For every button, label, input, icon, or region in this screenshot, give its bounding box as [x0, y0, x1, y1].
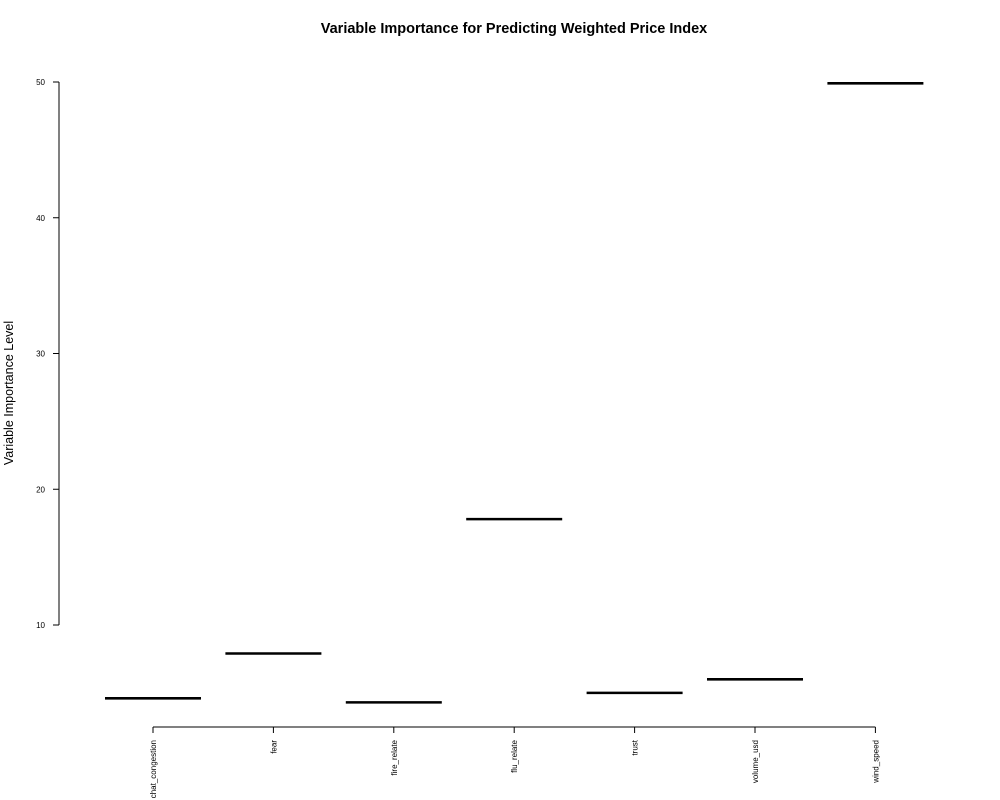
x-tick-label: wind_speed	[871, 740, 880, 784]
x-tick-label: chat_congestion	[149, 740, 158, 798]
x-tick-label: volume_usd	[751, 740, 760, 783]
y-tick-label: 10	[36, 621, 45, 630]
x-axis: chat_congestion fear fire_relate flu_relate…	[149, 726, 880, 798]
x-tick-label: fear	[269, 740, 278, 754]
chart-title: Variable Importance for Predicting Weigh…	[320, 21, 708, 37]
x-tick-label: flu_relate	[510, 739, 519, 772]
x-tick-label: trust	[631, 739, 640, 755]
x-tick-label: fire_relate	[390, 739, 399, 775]
y-axis: 10 20 30 40 50	[36, 78, 60, 630]
y-tick-label: 30	[36, 350, 45, 359]
importance-marks	[105, 82, 924, 704]
y-tick-label: 50	[36, 78, 45, 87]
y-tick-label: 20	[36, 485, 45, 494]
y-tick-label: 40	[36, 214, 45, 223]
